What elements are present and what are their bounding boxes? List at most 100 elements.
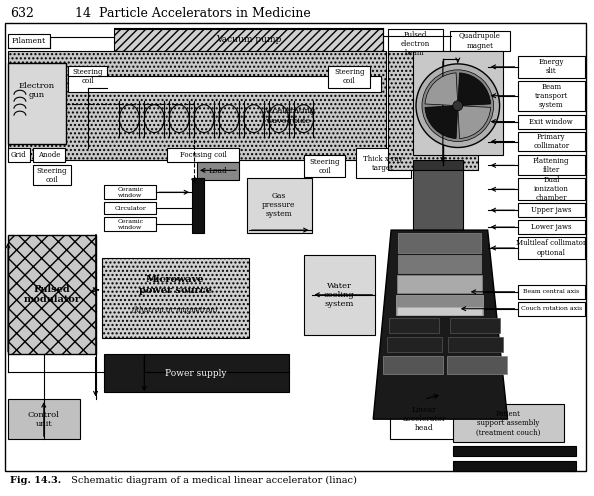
Bar [387,337,442,352]
Text: Anode: Anode [37,151,60,159]
Text: Thick x-ray
target: Thick x-ray target [364,155,403,172]
Wedge shape [458,106,491,138]
Text: (klystron or magnetron): (klystron or magnetron) [132,306,218,313]
Text: Water
cooling
system: Water cooling system [324,282,355,308]
Text: Focusing coil: Focusing coil [179,151,226,159]
Bar [517,220,585,234]
Bar [247,179,311,233]
Text: Beam central axis: Beam central axis [523,289,580,294]
Text: Pulsed
modulator: Pulsed modulator [23,285,80,305]
Bar [388,29,443,59]
Bar [447,357,507,374]
Bar [33,165,71,186]
Bar [517,155,585,176]
Text: Gas
pressure
system: Gas pressure system [262,192,295,218]
Bar [517,285,585,299]
Text: Accelerating: Accelerating [262,107,315,115]
Bar [517,179,585,200]
Text: Circulator: Circulator [115,206,146,211]
Bar [8,63,66,144]
Text: Patient
support assembly
(treatment couch): Patient support assembly (treatment couc… [476,410,541,436]
Bar [356,148,411,179]
Bar [517,203,585,217]
Bar [413,51,503,155]
Bar [105,355,289,392]
Bar [453,461,576,471]
Bar [517,131,585,151]
Bar [388,51,478,170]
Bar [396,295,483,314]
Bar [304,155,345,178]
Bar [167,148,239,162]
Text: Flattening
filter: Flattening filter [533,157,570,174]
Text: 632: 632 [10,6,34,20]
Bar [105,186,156,199]
Bar [517,115,585,128]
Text: Steering
coil: Steering coil [309,158,340,175]
Bar [197,162,239,181]
Wedge shape [425,73,458,106]
Bar [8,148,30,162]
Text: Multileaf collimator
optional: Multileaf collimator optional [516,240,586,256]
Text: Steering
coil: Steering coil [36,167,67,184]
Bar [105,202,156,214]
Text: Grid: Grid [11,151,27,159]
Text: Schematic diagram of a medical linear accelerator (linac): Schematic diagram of a medical linear ac… [68,476,356,486]
Text: Microwave
power source: Microwave power source [139,275,211,295]
Text: Control
unit: Control unit [28,411,60,428]
Bar [105,217,156,231]
Bar [397,275,482,293]
Wedge shape [458,73,491,106]
Bar [398,233,481,253]
Bar [304,255,375,335]
Text: Linear
accelerator
head: Linear accelerator head [402,406,446,433]
Bar [389,317,439,333]
Polygon shape [373,230,507,419]
Text: Ceramic
window: Ceramic window [117,219,143,230]
Text: Primary
collimator: Primary collimator [533,133,570,150]
Text: Quadrupole
magnet: Quadrupole magnet [459,32,501,50]
Bar [8,51,386,160]
Circle shape [416,64,500,147]
Text: Upper jaws: Upper jaws [531,206,571,214]
Bar [397,307,482,314]
Text: Steering
coil: Steering coil [334,68,365,85]
Bar [8,235,96,355]
Bar [450,317,500,333]
Bar [517,302,585,315]
Text: Dual
ionization
chamber: Dual ionization chamber [534,176,569,202]
Bar [102,258,249,338]
Text: Exit window: Exit window [529,118,573,125]
Bar [453,404,564,442]
Bar [413,160,463,170]
Bar [328,66,370,88]
Text: Vacuum pump: Vacuum pump [216,36,282,45]
Bar [33,148,65,162]
Text: Beam
transport
system: Beam transport system [535,82,568,109]
Text: 14  Particle Accelerators in Medicine: 14 Particle Accelerators in Medicine [75,6,311,20]
Text: Fig. 14.3.: Fig. 14.3. [10,476,61,486]
Bar [383,357,443,374]
Text: Ceramic
window: Ceramic window [117,187,143,198]
Text: Electron
gun: Electron gun [19,82,55,99]
Text: Load: Load [208,167,228,176]
Bar [192,179,204,233]
Bar [517,56,585,78]
Bar [68,76,381,92]
Bar [8,34,50,48]
Text: Power supply: Power supply [165,369,227,378]
Text: Couch rotation axis: Couch rotation axis [521,306,582,311]
Bar [68,66,108,88]
Text: Pulsed
electron
beam: Pulsed electron beam [400,31,429,57]
Bar [453,446,576,456]
Bar [450,31,510,51]
Bar [413,165,463,230]
Bar [517,81,585,111]
Text: Steering
coil: Steering coil [72,68,103,85]
Text: Lower jaws: Lower jaws [531,223,571,231]
Bar [398,255,481,273]
Text: Filament: Filament [12,37,46,45]
Text: waveguide: waveguide [266,117,311,124]
Bar [448,337,503,352]
Circle shape [453,101,463,111]
